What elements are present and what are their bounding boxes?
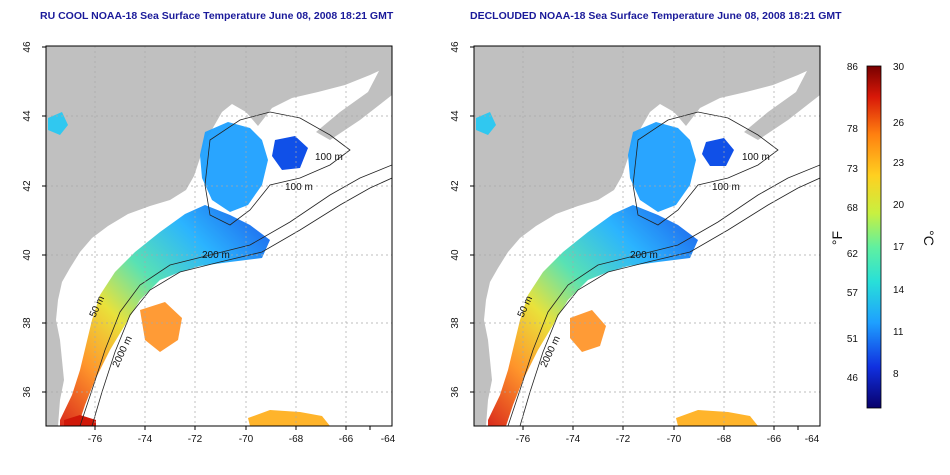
right-x-tick-label: -66 (767, 434, 782, 445)
celsius-tick-label: 30 (893, 62, 905, 73)
left-x-tick-label: -70 (239, 434, 254, 445)
right-bathymetry-contours (507, 111, 820, 426)
fahrenheit-tick-label: 46 (847, 373, 859, 384)
temperature-colorbar: 86 78 73 68 62 57 51 46 30 26 23 20 17 1… (829, 62, 937, 409)
celsius-tick-label: 26 (893, 118, 905, 129)
right-sst-offshore-warm (570, 310, 606, 352)
celsius-tick-label: 11 (893, 327, 904, 338)
left-y-tick-label: 42 (22, 180, 33, 192)
left-x-tick-label: -64 (381, 434, 396, 445)
right-map-land (474, 46, 820, 426)
left-sst-south-red (64, 415, 96, 426)
right-sst-nw-patch (476, 112, 496, 135)
left-y-tick-label: 36 (22, 386, 33, 398)
right-x-tick-label: -68 (717, 434, 732, 445)
fahrenheit-tick-label: 78 (847, 124, 859, 135)
left-contour-label-200m: 200 m (202, 250, 230, 261)
left-map-panel: 100 m 100 m 200 m 50 m 2000 m -76 -74 -7… (22, 41, 396, 445)
left-map-land (46, 46, 392, 426)
right-x-tick-label: -64 (805, 434, 820, 445)
fahrenheit-tick-label: 73 (847, 164, 859, 175)
celsius-tick-label: 8 (893, 369, 899, 380)
fahrenheit-axis-label: °F (829, 231, 845, 245)
right-sst-cold-patch (702, 138, 734, 166)
left-y-tick-label: 38 (22, 317, 33, 329)
right-map-panel: 100 m 100 m 200 m 50 m 2000 m -76 -74 -7… (450, 41, 821, 445)
left-sst-gulf-of-maine (200, 122, 268, 212)
fahrenheit-tick-label: 51 (847, 334, 859, 345)
celsius-tick-label: 14 (893, 285, 905, 296)
right-y-tick-label: 44 (450, 110, 461, 122)
right-sst-south-patch (676, 410, 758, 426)
left-map-grid (46, 46, 392, 426)
left-x-tick-label: -68 (289, 434, 304, 445)
left-map-frame (45, 45, 393, 427)
fahrenheit-tick-label: 86 (847, 62, 859, 73)
celsius-axis-label: °C (921, 230, 937, 246)
right-x-tick-label: -72 (616, 434, 631, 445)
left-y-tick-label: 46 (22, 41, 33, 53)
right-x-tick-label: -76 (516, 434, 531, 445)
left-y-tick-label: 40 (22, 249, 33, 261)
right-x-tick-label: -70 (667, 434, 682, 445)
right-map-frame (473, 45, 821, 427)
right-map-nova-scotia (744, 46, 820, 140)
right-map-grid (474, 46, 820, 426)
right-contour-label-100m-a: 100 m (742, 152, 770, 163)
left-sst-shelf (60, 205, 270, 426)
left-x-tick-label: -74 (138, 434, 153, 445)
right-x-tick-label: -74 (566, 434, 581, 445)
left-bathymetry-contours (79, 111, 392, 426)
right-y-tick-label: 36 (450, 386, 461, 398)
right-map-title: DECLOUDED NOAA-18 Sea Surface Temperatur… (470, 10, 842, 22)
left-sst-south-patch (248, 410, 330, 426)
celsius-tick-label: 17 (893, 242, 905, 253)
left-map-title: RU COOL NOAA-18 Sea Surface Temperature … (40, 10, 394, 22)
right-sst-shelf (488, 205, 698, 426)
celsius-tick-label: 23 (893, 158, 905, 169)
left-contour-label-100m-a: 100 m (315, 152, 343, 163)
left-x-tick-label: -72 (188, 434, 203, 445)
left-x-tick-label: -76 (88, 434, 103, 445)
right-contour-label-100m-b: 100 m (712, 182, 740, 193)
fahrenheit-tick-label: 68 (847, 203, 859, 214)
left-x-tick-label: -66 (339, 434, 354, 445)
left-sst-offshore-warm (140, 302, 182, 352)
right-contour-label-200m: 200 m (630, 250, 658, 261)
fahrenheit-tick-label: 57 (847, 288, 859, 299)
left-y-tick-label: 44 (22, 110, 33, 122)
celsius-tick-label: 20 (893, 200, 905, 211)
fahrenheit-tick-label: 62 (847, 249, 859, 260)
left-contour-label-100m-b: 100 m (285, 182, 313, 193)
left-map-nova-scotia (316, 46, 392, 140)
left-sst-cold-patch (272, 136, 308, 170)
right-y-tick-label: 40 (450, 249, 461, 261)
right-y-tick-label: 42 (450, 180, 461, 192)
right-y-tick-label: 46 (450, 41, 461, 53)
right-sst-gulf-of-maine (628, 122, 696, 212)
left-sst-nw-patch (48, 112, 68, 135)
colorbar-gradient (866, 65, 882, 409)
right-y-tick-label: 38 (450, 317, 461, 329)
